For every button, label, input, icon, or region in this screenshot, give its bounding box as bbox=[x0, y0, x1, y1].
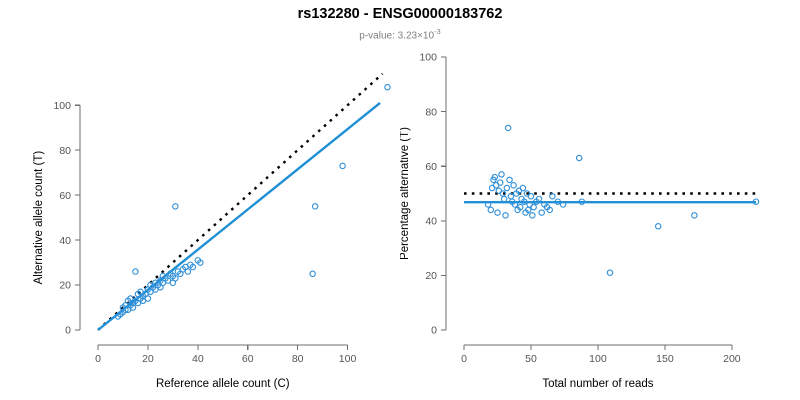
data-point bbox=[578, 198, 586, 205]
data-point bbox=[132, 268, 139, 275]
reference-line bbox=[97, 72, 384, 331]
y-axis-tick-label: 100 bbox=[53, 100, 71, 112]
data-point bbox=[309, 270, 316, 278]
data-point bbox=[510, 182, 517, 189]
y-axis-tick-label: 40 bbox=[425, 216, 437, 228]
y-axis-tick-label: 40 bbox=[59, 235, 71, 247]
data-point bbox=[498, 171, 505, 178]
data-point bbox=[500, 195, 508, 203]
data-point bbox=[530, 203, 537, 211]
data-point bbox=[172, 203, 179, 210]
data-point bbox=[122, 306, 129, 314]
data-point bbox=[502, 212, 509, 219]
y-axis-tick-label: 60 bbox=[59, 190, 71, 202]
x-axis-tick-label: 60 bbox=[242, 353, 254, 365]
data-point-group bbox=[114, 84, 391, 320]
data-point bbox=[197, 259, 204, 266]
x-axis-tick-label: 100 bbox=[339, 353, 357, 365]
data-point bbox=[575, 154, 583, 162]
panel-allele-count: 0 20 40 60 80 100 0 20 40 60 80 100 Reference allele… bbox=[33, 72, 391, 390]
data-point bbox=[189, 263, 197, 271]
data-point bbox=[506, 176, 513, 184]
data-point bbox=[691, 212, 698, 219]
percentage-alternative-scatter-plot: 0 20 40 60 80 100 0 50 100 150 200 Total number of … bbox=[400, 52, 760, 390]
pvalue-exponent: -3 bbox=[434, 27, 441, 36]
data-point bbox=[491, 173, 499, 181]
data-point bbox=[494, 209, 501, 216]
page-title: rs132280 - ENSG00000183762 bbox=[297, 6, 503, 22]
data-point bbox=[517, 203, 524, 211]
data-point bbox=[549, 192, 556, 200]
data-point bbox=[339, 162, 346, 170]
x-axis-tick-label: 0 bbox=[95, 353, 101, 365]
data-point bbox=[519, 184, 527, 192]
data-point bbox=[503, 184, 511, 192]
y-axis-tick-label: 0 bbox=[431, 325, 437, 337]
data-point bbox=[504, 124, 512, 132]
panel-percentage-alternative: 0 20 40 60 80 100 0 50 100 150 200 Total number of … bbox=[400, 0, 800, 400]
y-axis-tick-label: 60 bbox=[425, 161, 437, 173]
y-axis-title: Percentage alternative (T) bbox=[400, 127, 411, 260]
data-point bbox=[184, 268, 192, 275]
data-point bbox=[529, 212, 536, 219]
data-point bbox=[484, 201, 492, 208]
data-point bbox=[527, 192, 535, 200]
x-axis-title: Total number of reads bbox=[542, 378, 653, 390]
data-point bbox=[172, 275, 179, 282]
x-axis-tick-label: 20 bbox=[142, 353, 154, 365]
data-point bbox=[559, 201, 567, 208]
pvalue-text: p-value: 3.23×10 bbox=[359, 30, 435, 42]
x-axis-title: Reference allele count (C) bbox=[156, 378, 290, 390]
data-point bbox=[384, 84, 391, 91]
data-point bbox=[521, 198, 528, 205]
data-point bbox=[535, 195, 543, 203]
x-axis-tick-label: 0 bbox=[461, 353, 467, 365]
fit-line bbox=[97, 102, 381, 331]
allele-count-scatter-plot: 0 20 40 60 80 100 0 20 40 60 80 100 Reference allele… bbox=[33, 72, 391, 390]
y-axis-tick-label: 100 bbox=[419, 52, 437, 64]
data-point bbox=[538, 209, 545, 216]
data-point bbox=[511, 201, 519, 208]
data-point bbox=[487, 206, 495, 214]
x-axis-tick-label: 150 bbox=[656, 353, 674, 365]
data-point bbox=[129, 304, 137, 311]
data-point bbox=[606, 269, 614, 276]
y-axis-tick-label: 20 bbox=[425, 270, 437, 282]
x-axis-tick-label: 80 bbox=[292, 353, 304, 365]
y-axis-tick-label: 80 bbox=[59, 145, 71, 157]
data-point bbox=[752, 198, 760, 205]
x-axis-tick-label: 100 bbox=[589, 353, 607, 365]
data-point bbox=[496, 179, 504, 186]
y-axis-title: Alternative allele count (T) bbox=[33, 151, 45, 285]
data-point-group bbox=[484, 124, 760, 276]
data-point bbox=[144, 295, 152, 302]
x-axis-tick-label: 50 bbox=[525, 353, 537, 365]
pvalue-subtitle: p-value: 3.23×10-3 bbox=[0, 27, 800, 41]
y-axis-tick-label: 20 bbox=[59, 280, 71, 292]
data-point bbox=[311, 203, 319, 210]
data-point bbox=[554, 198, 562, 205]
x-axis-tick-label: 200 bbox=[723, 353, 741, 365]
data-point bbox=[654, 223, 662, 230]
y-axis-tick-label: 80 bbox=[425, 106, 437, 118]
x-axis-tick-label: 40 bbox=[192, 353, 204, 365]
y-axis-tick-label: 0 bbox=[65, 325, 71, 337]
data-point bbox=[546, 206, 553, 214]
